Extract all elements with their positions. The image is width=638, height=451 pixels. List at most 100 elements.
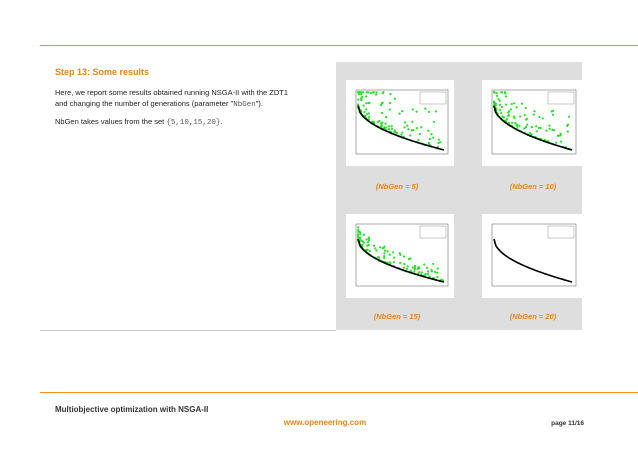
decor-dot: [415, 127, 419, 130]
decor-dot: [532, 113, 535, 116]
decor-dot: [359, 92, 363, 96]
decor-dot: [533, 110, 536, 113]
decor-dot: [415, 110, 418, 113]
decor-dot: [428, 143, 431, 146]
decor-dot: [500, 91, 503, 94]
decor-dot: [507, 111, 510, 114]
decor-dot: [379, 103, 383, 107]
decor-dot: [525, 118, 528, 121]
decor-dot: [359, 91, 363, 94]
decor-dot: [398, 112, 401, 115]
decor-dot: [375, 249, 378, 252]
decor-dot: [383, 252, 386, 255]
decor-dot: [356, 103, 360, 106]
decor-dot: [434, 270, 437, 274]
decor-dot: [402, 266, 406, 269]
decor-dot: [361, 95, 364, 99]
decor-dot: [500, 111, 503, 115]
decor-dot: [399, 261, 402, 265]
section-title: Step 13: Some results: [55, 67, 150, 77]
decor-dot: [420, 271, 424, 274]
decor-dot: [389, 93, 392, 96]
decor-dot: [413, 264, 417, 267]
text: NbGen takes values from the set: [55, 117, 167, 126]
decor-dot: [413, 267, 417, 271]
decor-dot: [539, 126, 542, 130]
plot-thumbnail: [346, 80, 454, 166]
plot-legend: [419, 91, 447, 105]
decor-dot: [493, 91, 496, 94]
decor-dot: [392, 261, 395, 264]
decor-dot: [367, 112, 371, 115]
decor-dot: [551, 113, 555, 116]
decor-dot: [566, 130, 569, 133]
decor-dot: [559, 140, 563, 143]
plot-thumbnail: [346, 214, 454, 298]
paragraph-line: NbGen takes values from the set {5,10,15…: [55, 117, 222, 127]
decor-dot: [376, 120, 380, 123]
decor-dot: [387, 125, 390, 128]
decor-dot: [365, 108, 368, 111]
decor-dot: [528, 131, 531, 135]
decor-dot: [427, 270, 430, 273]
decor-curve: [493, 238, 573, 283]
decor-dot: [426, 266, 429, 269]
decor-dot: [377, 256, 380, 259]
decor-dot: [360, 98, 363, 102]
decor-dot: [436, 275, 439, 279]
decor-dot: [541, 117, 544, 120]
decor-dot: [513, 115, 516, 118]
decor-dot: [403, 121, 407, 124]
decor-dot: [510, 102, 513, 106]
decor-dot: [439, 141, 442, 144]
decor-dot: [359, 233, 362, 236]
decor-dot: [392, 251, 395, 254]
decor-dot: [555, 141, 558, 144]
decor-dot: [356, 235, 360, 238]
decor-dot: [524, 106, 527, 110]
decor-dot: [372, 91, 375, 94]
decor-dot: [511, 121, 514, 124]
bottom-rule: [40, 392, 638, 393]
decor-dot: [400, 133, 403, 136]
decor-dot: [381, 121, 384, 124]
decor-dot: [513, 102, 516, 105]
decor-dot: [365, 95, 368, 98]
decor-dot: [559, 132, 562, 135]
decor-dot: [430, 270, 433, 273]
plot-frame: [355, 223, 449, 287]
decor-dot: [535, 125, 538, 128]
decor-dot: [535, 130, 538, 133]
decor-dot: [393, 256, 396, 259]
decor-dot: [515, 106, 518, 109]
decor-dot: [548, 127, 551, 130]
figure-caption: (NbGen = 10): [509, 182, 557, 191]
decor-curve: [357, 105, 445, 151]
text: ").: [255, 99, 263, 108]
decor-dot: [495, 92, 498, 95]
decor-dot: [361, 240, 365, 243]
decor-dot: [427, 110, 431, 113]
decor-dot: [411, 120, 414, 123]
figure-caption: (NbGen = 15): [373, 312, 421, 321]
decor-dot: [424, 107, 427, 110]
decor-dot: [358, 237, 361, 240]
decor-dot: [500, 105, 504, 109]
decor-dot: [440, 278, 443, 281]
decor-dot: [409, 134, 412, 137]
decor-dot: [403, 126, 406, 129]
decor-dot: [361, 243, 364, 247]
decor-dot: [365, 113, 369, 116]
decor-dot: [424, 273, 427, 276]
decor-dot: [379, 246, 382, 249]
decor-dot: [367, 236, 370, 239]
decor-dot: [403, 262, 406, 266]
decor-dot: [427, 129, 430, 132]
decor-dot: [369, 91, 372, 94]
decor-dot: [530, 133, 533, 136]
decor-dot: [519, 115, 522, 118]
decor-dot: [505, 103, 508, 106]
decor-dot: [516, 125, 519, 129]
decor-dot: [498, 103, 502, 106]
decor-dot: [379, 125, 383, 128]
